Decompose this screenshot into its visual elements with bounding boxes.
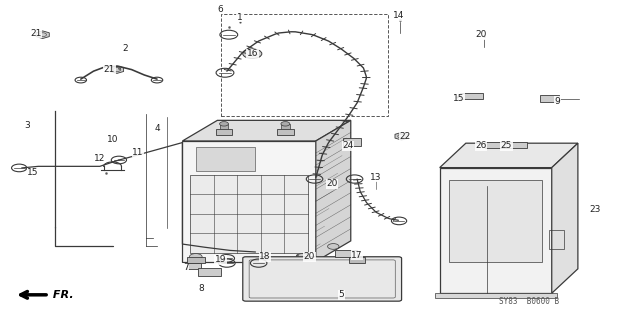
Circle shape — [296, 253, 309, 260]
Polygon shape — [36, 31, 49, 38]
Text: 15: 15 — [27, 168, 39, 177]
Text: 3: 3 — [24, 121, 30, 130]
Polygon shape — [216, 129, 232, 135]
Text: 21: 21 — [31, 28, 42, 38]
Circle shape — [281, 122, 290, 126]
Text: 19: 19 — [215, 255, 226, 264]
Polygon shape — [182, 141, 316, 261]
Circle shape — [189, 253, 202, 260]
Text: 13: 13 — [371, 173, 382, 182]
Text: 9: 9 — [554, 97, 560, 106]
Polygon shape — [486, 142, 508, 148]
Text: 15: 15 — [453, 94, 464, 103]
Polygon shape — [395, 132, 408, 140]
Polygon shape — [316, 120, 351, 261]
Polygon shape — [552, 143, 578, 293]
Polygon shape — [281, 124, 290, 129]
Text: 22: 22 — [399, 132, 410, 141]
Text: 24: 24 — [342, 141, 353, 150]
Text: 8: 8 — [198, 284, 204, 293]
Polygon shape — [198, 268, 221, 276]
Polygon shape — [440, 168, 552, 293]
Text: 26: 26 — [475, 141, 487, 150]
Polygon shape — [190, 175, 308, 253]
Text: FR.: FR. — [49, 290, 73, 300]
Polygon shape — [187, 263, 202, 269]
Text: 10: 10 — [107, 135, 118, 144]
Polygon shape — [187, 257, 205, 263]
FancyBboxPatch shape — [243, 257, 401, 301]
Text: 4: 4 — [154, 124, 160, 133]
Polygon shape — [440, 143, 578, 168]
Polygon shape — [343, 139, 361, 146]
Polygon shape — [434, 293, 557, 298]
Polygon shape — [335, 251, 357, 257]
Polygon shape — [449, 180, 542, 262]
Text: 11: 11 — [132, 148, 144, 156]
Text: 7: 7 — [182, 263, 188, 272]
Polygon shape — [350, 257, 365, 263]
Text: 6: 6 — [218, 5, 223, 14]
Circle shape — [243, 49, 262, 59]
Text: 5: 5 — [338, 290, 344, 299]
Text: 20: 20 — [475, 30, 487, 39]
Text: 21: 21 — [104, 65, 115, 74]
Text: 25: 25 — [501, 141, 512, 150]
Text: 18: 18 — [259, 252, 271, 261]
Circle shape — [219, 122, 228, 126]
Polygon shape — [219, 124, 228, 129]
Text: SY83  B0600 B: SY83 B0600 B — [498, 297, 559, 306]
Text: 23: 23 — [590, 205, 601, 214]
Polygon shape — [460, 93, 483, 99]
Polygon shape — [505, 142, 528, 148]
Polygon shape — [540, 95, 559, 102]
Text: 17: 17 — [352, 251, 363, 260]
Text: 1: 1 — [237, 13, 242, 22]
Polygon shape — [197, 147, 255, 171]
Text: 20: 20 — [304, 252, 315, 261]
Text: 20: 20 — [326, 179, 338, 188]
Polygon shape — [277, 129, 293, 135]
Polygon shape — [182, 120, 351, 141]
Text: 14: 14 — [393, 11, 404, 20]
Text: 16: 16 — [246, 49, 258, 58]
Text: 12: 12 — [94, 154, 105, 163]
Text: 2: 2 — [122, 44, 128, 53]
Polygon shape — [110, 66, 124, 73]
Circle shape — [327, 244, 339, 249]
